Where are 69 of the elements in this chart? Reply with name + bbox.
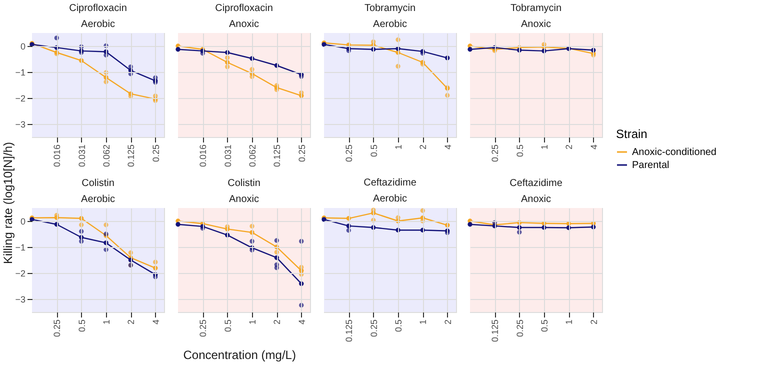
chart-subtitle: Anoxic (520, 19, 552, 30)
x-tick-label: 0.016 (52, 144, 62, 168)
x-tick-label: 1 (248, 320, 258, 325)
x-tick-label: 2 (442, 320, 453, 325)
x-tick-label: 0.25 (296, 144, 307, 162)
y-tick-label: −2 (15, 94, 26, 104)
x-tick-label: 4 (588, 144, 599, 150)
chart-subtitle: Aerobic (81, 194, 115, 205)
legend-title: Strain (616, 127, 648, 141)
legend-label: Parental (632, 160, 670, 171)
x-tick-label: 0.5 (514, 144, 525, 158)
chart-subtitle: Aerobic (373, 194, 407, 205)
y-tick-label: −1 (15, 242, 26, 252)
y-axis-title: Killing rate (log10[N]/h) (1, 142, 15, 264)
x-tick-label: 0.25 (490, 144, 500, 162)
x-tick-label: 0.125 (272, 144, 282, 168)
x-tick-label: 1 (540, 144, 550, 150)
x-axis-title: Concentration (mg/L) (183, 348, 296, 362)
chart-title: Colistin (228, 178, 260, 189)
chart-subtitle: Anoxic (228, 194, 260, 205)
y-tick-label: 0 (20, 42, 26, 52)
x-tick-label: 0.5 (394, 320, 404, 332)
x-tick-label: 0.25 (344, 144, 354, 162)
x-tick-label: 0.5 (76, 320, 87, 332)
chart-subtitle: Aerobic (373, 19, 407, 30)
chart-title: Ceftazidime (364, 178, 417, 189)
chart-title: Ceftazidime (510, 178, 563, 189)
y-tick-label: −3 (15, 120, 26, 130)
x-tick-label: 0.125 (344, 320, 354, 342)
x-tick-label: 0.25 (198, 320, 208, 338)
x-tick-label: 0.125 (126, 144, 136, 168)
x-tick-label: 0.25 (150, 144, 161, 162)
x-tick-label: 2 (126, 320, 136, 325)
x-tick-label: 0.125 (490, 320, 500, 342)
x-tick-label: 0.016 (198, 144, 208, 168)
x-tick-label: 4 (296, 320, 307, 325)
chart-title: Tobramycin (510, 3, 562, 14)
y-tick-label: −3 (15, 294, 26, 304)
x-tick-label: 1 (394, 144, 404, 150)
x-tick-label: 0.5 (368, 144, 379, 158)
chart-title: Ciprofloxacin (215, 3, 273, 14)
x-tick-label: 0.062 (248, 144, 258, 168)
chart-subtitle: Aerobic (81, 19, 115, 30)
x-tick-label: 0.062 (102, 144, 112, 168)
x-tick-label: 2 (564, 144, 574, 150)
x-tick-label: 2 (418, 144, 428, 150)
x-tick-label: 2 (272, 320, 282, 325)
y-tick-label: 0 (20, 216, 26, 226)
chart-title: Colistin (82, 178, 114, 189)
x-tick-label: 0.25 (514, 320, 525, 338)
legend-label: Anoxic-conditioned (632, 147, 716, 158)
x-tick-label: 2 (588, 320, 599, 325)
x-tick-label: 0.031 (76, 144, 87, 168)
x-tick-label: 0.25 (368, 320, 379, 338)
x-tick-label: 1 (564, 320, 574, 325)
x-tick-label: 0.25 (52, 320, 62, 338)
x-tick-label: 1 (418, 320, 428, 325)
x-tick-label: 0.031 (222, 144, 233, 168)
x-tick-label: 0.5 (540, 320, 550, 332)
y-tick-label: −1 (15, 68, 26, 78)
chart-subtitle: Anoxic (228, 19, 260, 30)
y-tick-label: −2 (15, 268, 26, 278)
x-tick-label: 4 (150, 320, 161, 325)
chart-subtitle: Anoxic (520, 194, 552, 205)
x-tick-label: 4 (442, 144, 453, 150)
x-tick-label: 0.5 (222, 320, 233, 332)
x-tick-label: 1 (102, 320, 112, 325)
chart-title: Tobramycin (364, 3, 416, 14)
chart-title: Ciprofloxacin (69, 3, 127, 14)
